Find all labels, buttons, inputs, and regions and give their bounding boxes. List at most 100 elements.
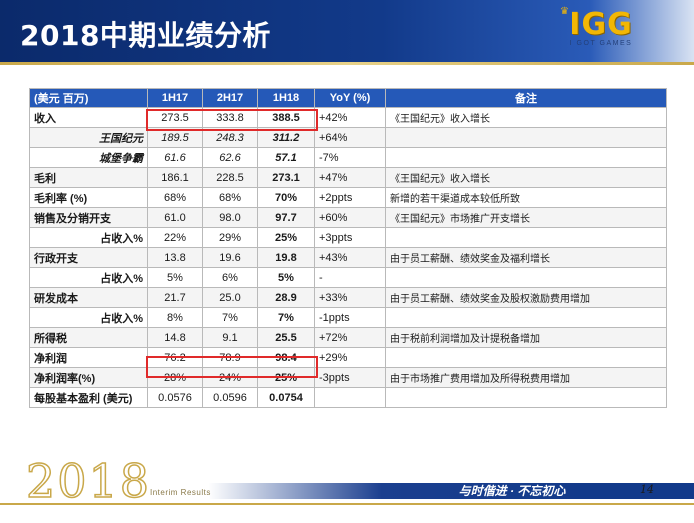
value-1h17: 5%	[147, 267, 203, 288]
value-yoy: +29%	[314, 347, 386, 368]
table-row: 占收入% 5% 6% 5% -	[29, 267, 667, 288]
footer-slogan: 与时偕进 · 不忘初心	[458, 484, 566, 498]
value-2h17: 9.1	[202, 327, 258, 348]
value-2h17: 0.0596	[202, 387, 258, 408]
value-2h17: 62.6	[202, 147, 258, 168]
row-note: 新增的若干渠道成本较低所致	[385, 187, 667, 208]
row-note	[385, 127, 667, 148]
row-note	[385, 227, 667, 248]
row-note: 《王国纪元》市场推广开支增长	[385, 207, 667, 228]
value-yoy: +2ppts	[314, 187, 386, 208]
row-label: 毛利率 (%)	[29, 187, 148, 208]
value-1h17: 8%	[147, 307, 203, 328]
value-yoy: +33%	[314, 287, 386, 308]
row-note: 由于市场推广费用增加及所得税费用增加	[385, 367, 667, 388]
table-row: 王国纪元 189.5 248.3 311.2 +64%	[29, 127, 667, 148]
page-number: 14	[640, 483, 654, 496]
table-row: 研发成本 21.7 25.0 28.9 +33% 由于员工薪酬、绩效奖金及股权激励费用增加	[29, 287, 667, 308]
value-1h17: 186.1	[147, 167, 203, 188]
table-row: 行政开支 13.8 19.6 19.8 +43% 由于员工薪酬、绩效奖金及福利增长	[29, 247, 667, 268]
row-label: 行政开支	[29, 247, 148, 268]
net-profit-highlight-box	[146, 356, 318, 378]
slide-header: 2018中期业绩分析 ♛ IGG I GOT GAMES	[0, 0, 694, 62]
value-yoy: -	[314, 267, 386, 288]
table-row: 城堡争霸 61.6 62.6 57.1 -7%	[29, 147, 667, 168]
logo-subtitle: I GOT GAMES	[569, 40, 633, 47]
value-1h18: 25%	[257, 227, 315, 248]
table-row: 所得税 14.8 9.1 25.5 +72% 由于税前利润增加及计提税备增加	[29, 327, 667, 348]
header-divider	[0, 62, 694, 65]
value-yoy	[314, 387, 386, 408]
crown-icon: ♛	[560, 6, 569, 17]
value-1h17: 21.7	[147, 287, 203, 308]
row-note: 《王国纪元》收入增长	[385, 167, 667, 188]
table-row: 净利润 76.2 78.9 98.4 +29%	[29, 347, 667, 368]
row-note: 由于员工薪酬、绩效奖金及福利增长	[385, 247, 667, 268]
value-1h18: 0.0754	[257, 387, 315, 408]
row-label: 净利润率(%)	[29, 367, 148, 388]
value-1h17: 13.8	[147, 247, 203, 268]
value-2h17: 248.3	[202, 127, 258, 148]
value-2h17: 19.6	[202, 247, 258, 268]
value-2h17: 29%	[202, 227, 258, 248]
revenue-highlight-box	[146, 109, 318, 131]
column-header: 1H18	[257, 88, 315, 108]
value-yoy: +64%	[314, 127, 386, 148]
row-label: 所得税	[29, 327, 148, 348]
footer-divider	[0, 503, 694, 505]
row-label: 净利润	[29, 347, 148, 368]
table-row: 占收入% 8% 7% 7% -1ppts	[29, 307, 667, 328]
value-2h17: 68%	[202, 187, 258, 208]
value-1h17: 189.5	[147, 127, 203, 148]
row-note: 由于税前利润增加及计提税备增加	[385, 327, 667, 348]
value-yoy: -7%	[314, 147, 386, 168]
row-label: 收入	[29, 107, 148, 128]
value-yoy: +72%	[314, 327, 386, 348]
value-1h18: 57.1	[257, 147, 315, 168]
table-row: 净利润率(%) 28% 24% 25% -3ppts 由于市场推广费用增加及所得税费用增加	[29, 367, 667, 388]
value-1h18: 5%	[257, 267, 315, 288]
value-1h18: 19.8	[257, 247, 315, 268]
column-header: YoY (%)	[314, 88, 386, 108]
value-2h17: 25.0	[202, 287, 258, 308]
row-label: 王国纪元	[29, 127, 148, 148]
value-1h18: 273.1	[257, 167, 315, 188]
igg-logo: ♛ IGG I GOT GAMES	[546, 6, 656, 60]
value-yoy: +47%	[314, 167, 386, 188]
column-header: 1H17	[147, 88, 203, 108]
value-1h18: 70%	[257, 187, 315, 208]
value-1h17: 61.0	[147, 207, 203, 228]
row-label: 占收入%	[29, 307, 148, 328]
row-note	[385, 147, 667, 168]
value-1h17: 61.6	[147, 147, 203, 168]
row-label: 研发成本	[29, 287, 148, 308]
row-label: 占收入%	[29, 227, 148, 248]
table-row: 毛利率 (%) 68% 68% 70% +2ppts 新增的若干渠道成本较低所致	[29, 187, 667, 208]
value-yoy: +43%	[314, 247, 386, 268]
row-note	[385, 267, 667, 288]
value-1h18: 28.9	[257, 287, 315, 308]
value-2h17: 228.5	[202, 167, 258, 188]
row-note: 《王国纪元》收入增长	[385, 107, 667, 128]
table-row: 毛利 186.1 228.5 273.1 +47% 《王国纪元》收入增长	[29, 167, 667, 188]
financial-table: (美元 百万) 1H17 2H17 1H18 YoY (%) 备注 收入 273.…	[29, 88, 667, 408]
row-note: 由于员工薪酬、绩效奖金及股权激励费用增加	[385, 287, 667, 308]
footer-interim-label: Interim Results	[150, 488, 211, 497]
value-yoy: +3ppts	[314, 227, 386, 248]
footer-band	[0, 483, 694, 499]
value-yoy: -1ppts	[314, 307, 386, 328]
row-note	[385, 307, 667, 328]
value-yoy: +60%	[314, 207, 386, 228]
row-label: 占收入%	[29, 267, 148, 288]
row-label: 城堡争霸	[29, 147, 148, 168]
table-row: 每股基本盈利 (美元) 0.0576 0.0596 0.0754	[29, 387, 667, 408]
value-1h18: 97.7	[257, 207, 315, 228]
value-1h17: 68%	[147, 187, 203, 208]
row-note	[385, 347, 667, 368]
slide-title: 2018中期业绩分析	[20, 19, 271, 52]
value-yoy: +42%	[314, 107, 386, 128]
value-1h18: 7%	[257, 307, 315, 328]
value-2h17: 98.0	[202, 207, 258, 228]
table-header-row: (美元 百万) 1H17 2H17 1H18 YoY (%) 备注	[29, 88, 667, 108]
table-row: 收入 273.5 333.8 388.5 +42% 《王国纪元》收入增长	[29, 107, 667, 128]
